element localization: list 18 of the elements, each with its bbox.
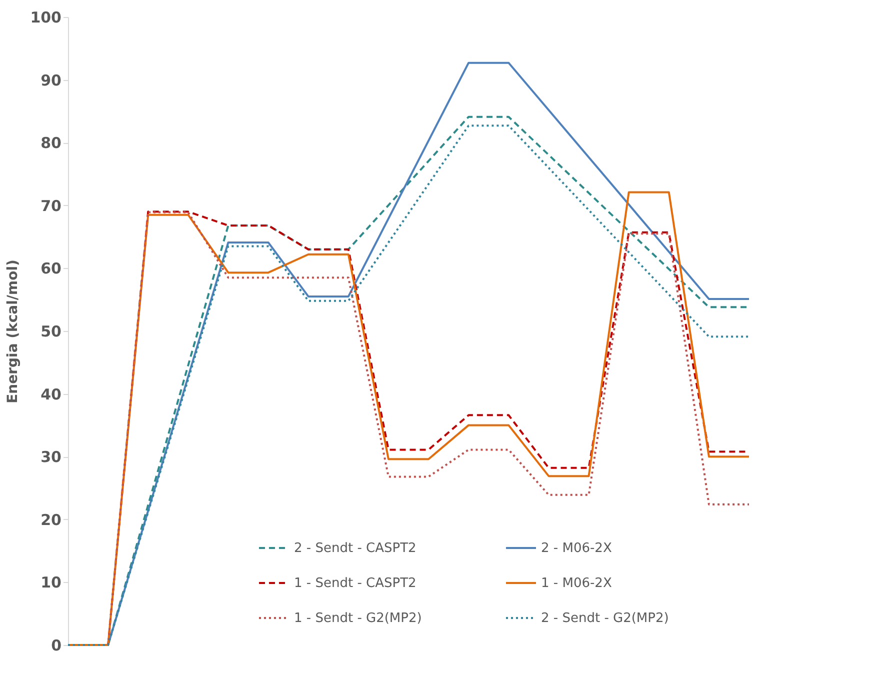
y-tick-label: 70: [40, 196, 62, 215]
y-tick-label: 40: [40, 385, 62, 404]
y-tick-label: 90: [40, 71, 62, 90]
y-tick-label: 30: [40, 448, 62, 466]
y-tick-label: 60: [40, 260, 62, 278]
legend-label: 1 - Sendt - G2(MP2): [294, 611, 422, 626]
y-tick-label: 100: [30, 8, 62, 26]
y-tick-label: 50: [40, 322, 62, 340]
y-axis-title: Energia (kcal/mol): [5, 260, 22, 404]
legend-label: 1 - Sendt - CASPT2: [294, 576, 416, 591]
legend-label: 2 - Sendt - G2(MP2): [541, 611, 669, 626]
y-tick-label: 0: [51, 636, 62, 654]
y-tick-label: 80: [40, 134, 62, 152]
y-tick-label: 10: [40, 574, 62, 592]
legend-label: 2 - Sendt - CASPT2: [294, 541, 416, 556]
legend-label: 2 - M06-2X: [541, 541, 612, 556]
y-tick-label: 20: [40, 510, 62, 529]
legend-label: 1 - M06-2X: [541, 576, 612, 591]
